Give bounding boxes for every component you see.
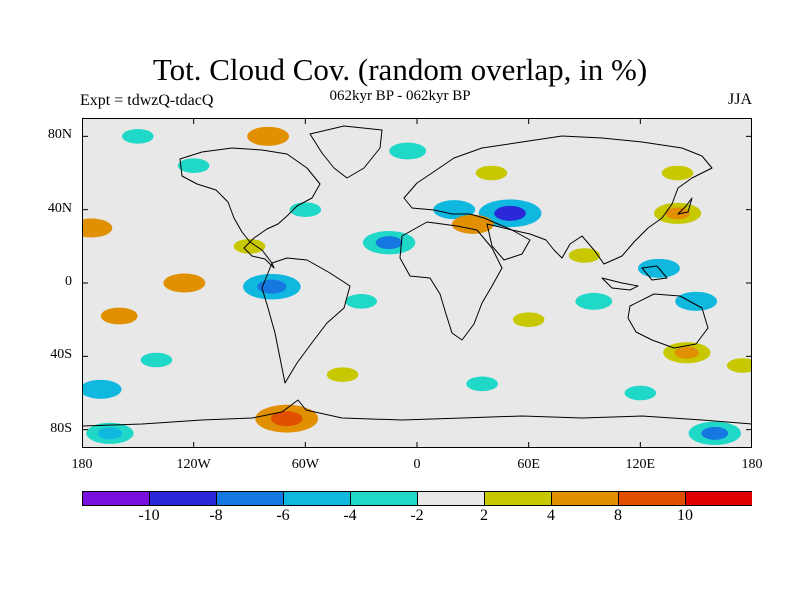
lon-tick-label: 60E (517, 457, 540, 472)
period-label: 062kyr BP - 062kyr BP (329, 88, 471, 104)
page-title: Tot. Cloud Cov. (random overlap, in %) (152, 52, 648, 87)
anomaly-region (289, 202, 322, 217)
anomaly-region (389, 142, 427, 160)
anomaly-region-core (257, 279, 287, 294)
experiment-label: Expt = tdwzQ-tdacQ (80, 92, 214, 109)
anomaly-region (82, 218, 113, 238)
colorbar-label: 10 (677, 507, 693, 524)
colorbar-box (149, 491, 217, 506)
colorbar-label: 2 (480, 507, 488, 524)
colorbar-label: -10 (138, 507, 160, 524)
coast-japan (677, 197, 693, 215)
colorbar-box (350, 491, 418, 506)
anomaly-region-core (375, 236, 403, 250)
anomaly-region (233, 239, 266, 254)
coast-africa (399, 221, 503, 341)
coast-australia (627, 293, 709, 349)
lat-tick-label: 80N (47, 127, 72, 143)
anomaly-region (100, 307, 138, 325)
colorbar-label: -2 (410, 507, 424, 524)
anomaly-region (466, 376, 498, 392)
anomaly-region (82, 379, 122, 399)
lon-tick-label: 120W (176, 457, 211, 472)
anomaly-region (568, 248, 601, 263)
anomaly-region-core (270, 411, 303, 427)
colorbar-box (618, 491, 686, 506)
anomaly-region-core (701, 426, 729, 440)
coast-antarctica (82, 399, 752, 427)
anomaly-region (345, 294, 377, 309)
anomaly-region-core (674, 346, 700, 359)
season-label: JJA (727, 91, 752, 108)
colorbar-box (82, 491, 150, 506)
lat-tick-label: 40N (47, 200, 72, 216)
lat-tick-label: 0 (65, 274, 72, 289)
anomaly-region (326, 367, 359, 382)
anomaly-region (675, 291, 718, 311)
anomaly-region (624, 385, 657, 401)
anomaly-region (575, 292, 613, 310)
lon-tick-label: 0 (413, 457, 421, 472)
lon-tick-label: 60W (291, 457, 319, 472)
anomaly-region (726, 358, 752, 373)
colorbar-label: -8 (209, 507, 223, 524)
anomaly-region (122, 129, 154, 144)
colorbar-box (484, 491, 552, 506)
colorbar-box (283, 491, 351, 506)
lon-tick-label: 120E (625, 457, 656, 472)
lat-tick-label: 40S (50, 347, 72, 363)
anomaly-region-core (97, 427, 123, 440)
colorbar-box (685, 491, 752, 506)
anomaly-region (163, 273, 206, 293)
anomaly-region (140, 352, 173, 368)
coast-north-america (179, 147, 321, 269)
anomaly-region (512, 312, 545, 327)
anomaly-region-core (665, 207, 690, 220)
lon-tick-label: 180 (741, 457, 763, 472)
colorbar-box (551, 491, 619, 506)
coast-south-america (261, 257, 351, 384)
lat-tick-label: 80S (50, 420, 72, 436)
anomaly-region-core (494, 205, 526, 221)
colorbar-label: -4 (343, 507, 357, 524)
anomaly-regions (82, 126, 752, 446)
coast-indonesia (601, 265, 668, 291)
colorbar (82, 491, 752, 506)
anomaly-region (177, 158, 210, 173)
anomaly-region (247, 126, 290, 146)
anomaly-region (451, 214, 494, 234)
colorbar-label: 4 (547, 507, 555, 524)
colorbar-label: 8 (614, 507, 622, 524)
lon-tick-label: 180 (71, 457, 93, 472)
coast-greenland (309, 125, 383, 179)
colorbar-box (417, 491, 485, 506)
coast-arabia (486, 223, 531, 261)
map-plot (82, 118, 752, 448)
colorbar-box (216, 491, 284, 506)
map-ticks (82, 118, 752, 448)
colorbar-label: -6 (276, 507, 290, 524)
colorbar-boxes (82, 491, 752, 506)
anomaly-region (661, 165, 694, 181)
coast-eurasia (403, 135, 713, 265)
coastlines (82, 125, 752, 427)
anomaly-region (475, 165, 508, 181)
